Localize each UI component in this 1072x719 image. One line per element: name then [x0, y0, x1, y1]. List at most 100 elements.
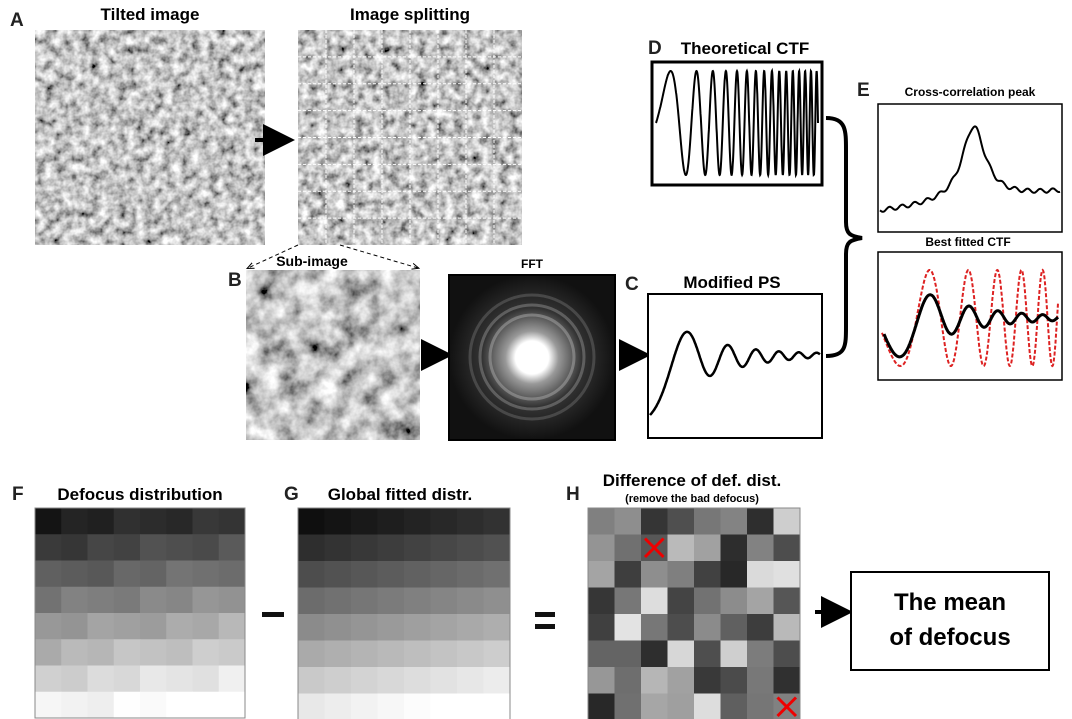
grid-cell — [641, 640, 668, 668]
grid-cell — [298, 534, 325, 562]
grid-cell — [35, 586, 62, 614]
grid-cell — [166, 534, 193, 561]
grid-cell — [720, 561, 748, 588]
split-grid — [298, 30, 522, 245]
grid-cell — [113, 560, 141, 588]
grid-cell — [457, 587, 484, 615]
grid-cell — [218, 639, 246, 666]
grid-cell — [588, 561, 615, 588]
fit-box — [877, 251, 1063, 381]
grid-cell — [87, 586, 115, 614]
panel-title: FFT — [521, 257, 544, 271]
grid-cell — [667, 614, 695, 641]
grid-cell — [324, 640, 352, 668]
grid-cell — [298, 667, 325, 694]
grid-cell — [87, 508, 115, 535]
grid-cell — [140, 560, 167, 588]
grid-cell — [218, 534, 246, 561]
grid-cell — [694, 640, 721, 668]
grid-cell — [430, 693, 458, 719]
cc-curve — [879, 125, 1061, 213]
grid-cell — [87, 613, 115, 640]
grid-cell — [720, 640, 748, 668]
grid-cell — [35, 691, 62, 719]
grid-cell — [377, 693, 405, 719]
grid-cell — [430, 587, 458, 615]
grid-cell — [324, 667, 352, 694]
grid-cell — [324, 587, 352, 615]
grid-cell — [140, 534, 167, 561]
panel-title: Theoretical CTF — [681, 39, 809, 58]
grid-cell — [87, 691, 115, 719]
grid-cell — [192, 691, 220, 719]
grid-cell — [377, 587, 405, 615]
grid-cell — [483, 561, 511, 588]
grid-cell — [113, 508, 141, 535]
grid-cell — [140, 613, 167, 640]
grid-cell — [377, 614, 405, 641]
grid-cell — [404, 534, 431, 562]
ps-curve — [649, 330, 821, 416]
panel-title: Difference of def. dist. — [603, 471, 782, 490]
defocus-grid — [34, 507, 246, 719]
grid-cell — [588, 614, 615, 641]
grid-cell — [588, 693, 615, 719]
grid-cell — [614, 667, 642, 694]
grid-cell — [324, 534, 352, 562]
grid-cell — [351, 614, 378, 641]
panel-letter: D — [648, 38, 662, 59]
grid-frame — [297, 507, 511, 719]
grid-cell — [404, 693, 431, 719]
grid-cell — [113, 639, 141, 666]
grid-cell — [667, 587, 695, 615]
grid-cell — [483, 534, 511, 562]
panel-subtitle: (remove the bad defocus) — [625, 493, 759, 505]
grid-cell — [483, 614, 511, 641]
grid-cell — [404, 561, 431, 588]
grid-cell — [404, 587, 431, 615]
panel-letter: H — [566, 484, 580, 505]
grid-cell — [747, 508, 774, 535]
grid-cell — [140, 665, 167, 693]
grid-cell — [773, 640, 801, 668]
panel-letter: C — [625, 274, 639, 295]
grid-cell — [430, 640, 458, 668]
grid-cell — [614, 587, 642, 615]
grid-cell — [218, 586, 246, 614]
grid-cell — [667, 667, 695, 694]
grid-cell — [35, 508, 62, 535]
grid-cell — [218, 613, 246, 640]
grid-cell — [483, 587, 511, 615]
brace — [825, 116, 863, 358]
grid-cell — [614, 640, 642, 668]
grid-cell — [483, 508, 511, 535]
grid-cell — [457, 640, 484, 668]
grid-cell — [324, 614, 352, 641]
grid-cell — [166, 613, 193, 640]
grid-cell — [641, 561, 668, 588]
grid-cell — [87, 534, 115, 561]
grid-cell — [298, 508, 325, 535]
grid-cell — [166, 508, 193, 535]
grid-cell — [430, 667, 458, 694]
grid-cell — [694, 667, 721, 694]
panel-letter: F — [12, 484, 24, 505]
grid-frame — [34, 507, 246, 719]
cc-box — [877, 103, 1063, 233]
grid-cell — [61, 613, 88, 640]
grid-cell — [483, 693, 511, 719]
result-text: The mean — [894, 589, 1006, 616]
grid-cell — [192, 613, 220, 640]
grid-cell — [192, 508, 220, 535]
grid-cell — [192, 665, 220, 693]
grid-cell — [377, 640, 405, 668]
grid-cell — [192, 586, 220, 614]
fft-rings — [468, 293, 596, 421]
fitted-grid — [297, 507, 511, 719]
equals-sign — [535, 612, 555, 617]
grid-cell — [377, 508, 405, 535]
grid-cell — [457, 693, 484, 719]
difference-grid — [587, 507, 801, 719]
grid-cell — [747, 693, 774, 719]
grid-cell — [773, 508, 801, 535]
